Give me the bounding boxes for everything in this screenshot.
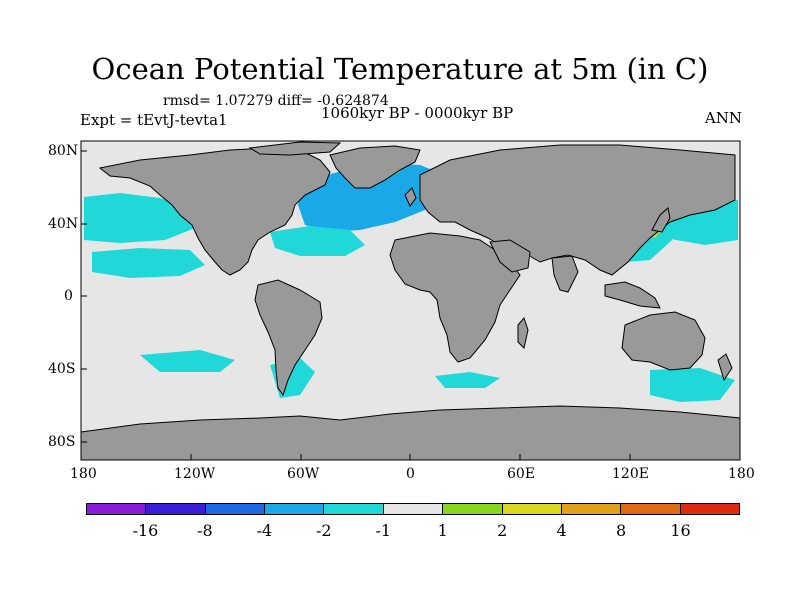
arabia — [489, 239, 531, 273]
lat-label-40n: 40N — [48, 216, 79, 232]
anomaly-n-pacific-west — [84, 193, 195, 243]
colorbar-label: -8 — [197, 521, 213, 540]
colorbar-label: -1 — [375, 521, 392, 540]
lat-label-40s: 40S — [48, 361, 76, 377]
colorbar-label: -2 — [316, 521, 332, 540]
colorbar-label: -16 — [132, 521, 159, 540]
lat-label-80n: 80N — [48, 143, 79, 159]
canada-arctic-islands — [248, 141, 342, 156]
uk — [404, 187, 417, 207]
lon-label-120w: 120W — [174, 466, 216, 482]
anomaly-australia-south — [650, 368, 735, 402]
land-masses — [80, 141, 741, 461]
japan — [651, 207, 671, 233]
anomaly-n-atlantic — [298, 163, 452, 232]
rmsd-diff-stats: rmsd= 1.07279 diff= -0.624874 — [163, 93, 389, 109]
colorbar-label: 8 — [615, 521, 627, 540]
colorbar-swatch-4 — [324, 504, 384, 514]
colorbar-label: 2 — [497, 521, 508, 540]
colorbar-swatch-8 — [561, 504, 622, 514]
anomaly-subtropic-pacific — [92, 248, 205, 278]
colorbar-swatch-1 — [146, 504, 206, 514]
colorbar-label: 16 — [670, 521, 691, 540]
colorbar-label: -4 — [256, 521, 273, 540]
map-title: Ocean Potential Temperature at 5m (in C) — [91, 52, 709, 86]
season-label: ANN — [704, 109, 742, 127]
lon-label-60w: 60W — [287, 466, 320, 482]
colorbar — [86, 503, 740, 515]
lon-label-0: 0 — [406, 466, 415, 482]
lat-label-0: 0 — [64, 288, 73, 304]
south-america — [254, 279, 323, 397]
colorbar-swatch-10 — [680, 504, 739, 514]
colorbar-swatch-9 — [621, 504, 681, 514]
lon-label-60e: 60E — [507, 466, 536, 482]
madagascar — [517, 317, 529, 349]
period-label: 1060kyr BP - 0000kyr BP — [321, 104, 514, 122]
india — [551, 255, 579, 293]
colorbar-swatch-3 — [265, 504, 325, 514]
africa — [389, 232, 521, 363]
lat-label-80s: 80S — [48, 434, 76, 450]
colorbar-label: 4 — [556, 521, 567, 540]
colorbar-swatch-5 — [383, 504, 444, 514]
experiment-label: Expt = tEvtJ-tevta1 — [80, 111, 228, 129]
greenland — [329, 145, 421, 189]
anomaly-southern-ocean-pacific — [140, 350, 235, 372]
axis-ticks — [81, 150, 631, 460]
australia — [621, 311, 706, 371]
colorbar-swatch-0 — [87, 504, 147, 514]
maritime-continent — [604, 281, 661, 309]
colorbar-label: 1 — [437, 521, 448, 540]
lon-label-180w: 180 — [70, 466, 97, 482]
anomaly-gulf-stream — [270, 226, 365, 256]
colorbar-swatch-2 — [205, 504, 266, 514]
colorbar-swatch-6 — [443, 504, 503, 514]
lon-label-120e: 120E — [612, 466, 649, 482]
anomaly-southern-ocean-indian — [435, 372, 500, 388]
colorbar-swatch-7 — [502, 504, 562, 514]
lon-label-180e: 180 — [728, 466, 755, 482]
new-zealand — [717, 353, 733, 382]
